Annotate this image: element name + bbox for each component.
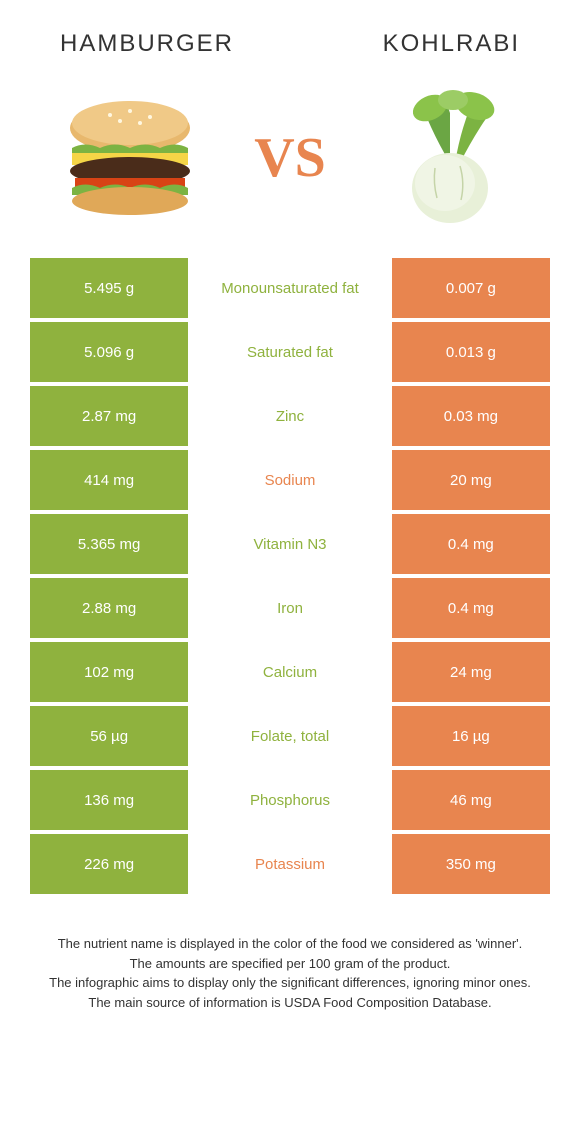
right-food-title: KOHLRABI bbox=[383, 30, 520, 58]
left-value: 226 mg bbox=[30, 834, 188, 894]
left-value: 2.88 mg bbox=[30, 578, 188, 638]
footer-line-4: The main source of information is USDA F… bbox=[40, 993, 540, 1013]
nutrient-label: Folate, total bbox=[192, 706, 387, 766]
left-value: 414 mg bbox=[30, 450, 188, 510]
left-value: 102 mg bbox=[30, 642, 188, 702]
header: HAMBURGER KOHLRABI bbox=[20, 20, 560, 78]
right-value: 24 mg bbox=[392, 642, 550, 702]
images-row: VS bbox=[20, 78, 560, 258]
kohlrabi-image bbox=[370, 88, 530, 228]
table-row: 5.096 gSaturated fat0.013 g bbox=[30, 322, 550, 382]
nutrient-label: Vitamin N3 bbox=[192, 514, 387, 574]
right-value: 46 mg bbox=[392, 770, 550, 830]
left-value: 5.495 g bbox=[30, 258, 188, 318]
nutrient-label: Phosphorus bbox=[192, 770, 387, 830]
nutrient-label: Zinc bbox=[192, 386, 387, 446]
footer-line-1: The nutrient name is displayed in the co… bbox=[40, 934, 540, 954]
nutrient-label: Sodium bbox=[192, 450, 387, 510]
right-value: 16 µg bbox=[392, 706, 550, 766]
right-value: 0.007 g bbox=[392, 258, 550, 318]
footer-line-2: The amounts are specified per 100 gram o… bbox=[40, 954, 540, 974]
left-value: 56 µg bbox=[30, 706, 188, 766]
right-value: 350 mg bbox=[392, 834, 550, 894]
footer-notes: The nutrient name is displayed in the co… bbox=[20, 934, 560, 1012]
table-row: 5.495 gMonounsaturated fat0.007 g bbox=[30, 258, 550, 318]
left-value: 5.096 g bbox=[30, 322, 188, 382]
right-value: 0.4 mg bbox=[392, 514, 550, 574]
vs-text: VS bbox=[254, 126, 326, 190]
left-value: 2.87 mg bbox=[30, 386, 188, 446]
left-food-title: HAMBURGER bbox=[60, 30, 234, 58]
table-row: 5.365 mgVitamin N30.4 mg bbox=[30, 514, 550, 574]
table-row: 56 µgFolate, total16 µg bbox=[30, 706, 550, 766]
nutrient-label: Potassium bbox=[192, 834, 387, 894]
right-value: 20 mg bbox=[392, 450, 550, 510]
nutrition-table: 5.495 gMonounsaturated fat0.007 g5.096 g… bbox=[30, 258, 550, 894]
footer-line-3: The infographic aims to display only the… bbox=[40, 973, 540, 993]
table-row: 226 mgPotassium350 mg bbox=[30, 834, 550, 894]
table-row: 2.88 mgIron0.4 mg bbox=[30, 578, 550, 638]
right-value: 0.013 g bbox=[392, 322, 550, 382]
nutrient-label: Iron bbox=[192, 578, 387, 638]
right-value: 0.4 mg bbox=[392, 578, 550, 638]
nutrient-label: Calcium bbox=[192, 642, 387, 702]
nutrient-label: Saturated fat bbox=[192, 322, 387, 382]
left-value: 136 mg bbox=[30, 770, 188, 830]
table-row: 2.87 mgZinc0.03 mg bbox=[30, 386, 550, 446]
table-row: 102 mgCalcium24 mg bbox=[30, 642, 550, 702]
left-value: 5.365 mg bbox=[30, 514, 188, 574]
table-row: 414 mgSodium20 mg bbox=[30, 450, 550, 510]
table-row: 136 mgPhosphorus46 mg bbox=[30, 770, 550, 830]
nutrient-label: Monounsaturated fat bbox=[192, 258, 387, 318]
hamburger-image bbox=[50, 88, 210, 228]
right-value: 0.03 mg bbox=[392, 386, 550, 446]
